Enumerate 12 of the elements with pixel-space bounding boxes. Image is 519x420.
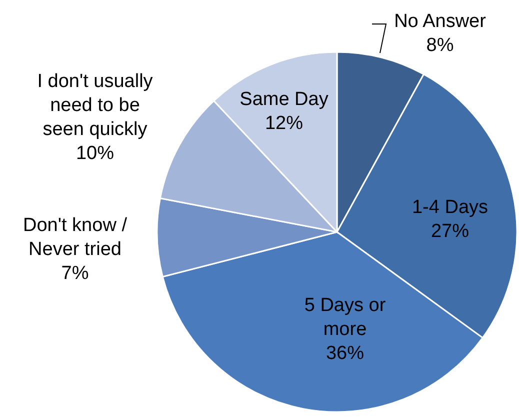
data-label: 12% [264,113,304,134]
slice-label: No Answer [394,11,487,32]
slice-label: 1-4 Days [412,197,488,218]
slice-label: Don't know / Never tried [23,215,128,260]
data-label: 8% [426,35,454,56]
data-label: 27% [430,221,470,242]
slice-label: I don't usually need to be seen quickly [37,71,154,140]
data-label: 7% [61,263,89,284]
data-label: 10% [76,143,114,164]
data-label: 36% [326,343,364,364]
slice-label: Same Day [240,89,329,110]
slice-label: 5 Days or more [304,295,386,340]
